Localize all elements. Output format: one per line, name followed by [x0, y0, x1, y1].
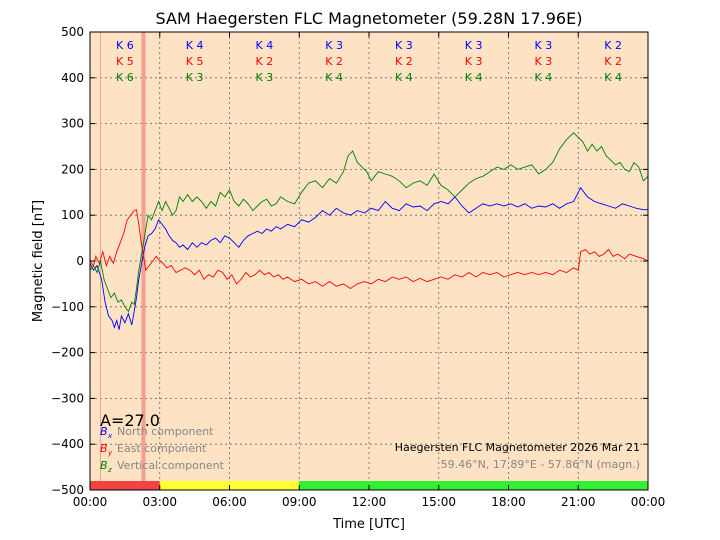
y-tick-label: 400: [61, 71, 84, 85]
k-index-z: K 6: [116, 71, 134, 84]
chart-title: SAM Haegersten FLC Magnetometer (59.28N …: [156, 9, 583, 28]
y-axis-ticks: −500 −400 −300 −200 −100 0 100 200 300 400 500: [51, 25, 648, 497]
series-group: [89, 132, 649, 330]
legend-subscript-y: y: [107, 449, 113, 457]
x-tick-label: 15:00: [421, 495, 456, 509]
y-tick-label: 100: [61, 208, 84, 222]
x-axis-ticks: 00:00 03:00 06:00 09:00 12:00 15:00 18:00 21:00…: [73, 32, 666, 509]
y-tick-label: 0: [76, 254, 84, 268]
activity-segment: [90, 481, 160, 490]
k-index-z: K 4: [604, 71, 622, 84]
x-tick-label: 09:00: [282, 495, 317, 509]
y-tick-label: 200: [61, 162, 84, 176]
station-info-line-2: 59.46°N, 17.89°E - 57.86°N (magn.): [441, 458, 640, 471]
x-tick-label: 03:00: [142, 495, 177, 509]
activity-segment: [299, 481, 648, 490]
k-index-z: K 4: [465, 71, 483, 84]
y-axis-label: Magnetic field [nT]: [31, 200, 46, 322]
plot-background: [90, 32, 648, 490]
x-tick-label: 21:00: [561, 495, 596, 509]
y-tick-label: −400: [51, 437, 84, 451]
y-tick-label: 300: [61, 117, 84, 131]
y-tick-label: −300: [51, 391, 84, 405]
grid: [90, 32, 648, 490]
k-index-y: K 5: [116, 55, 134, 68]
x-axis-label: Time [UTC]: [332, 517, 405, 532]
x-tick-label: 18:00: [491, 495, 526, 509]
k-index-x: K 3: [325, 39, 343, 52]
y-tick-label: 500: [61, 25, 84, 39]
k-index-x: K 6: [116, 39, 134, 52]
legend-label-y: East component: [117, 442, 207, 455]
series-line-by: [89, 209, 649, 290]
k-index-z: K 3: [186, 71, 204, 84]
k-index-x: K 2: [604, 39, 622, 52]
k-index-y: K 2: [395, 55, 413, 68]
series-line-bz: [89, 132, 649, 313]
legend-symbol-z: B: [100, 459, 108, 472]
legend-label-z: Vertical component: [117, 459, 225, 472]
y-tick-label: −500: [51, 483, 84, 497]
k-index-y: K 2: [256, 55, 274, 68]
legend-label-x: North component: [117, 425, 214, 438]
k-index-z: K 3: [256, 71, 274, 84]
k-index-x: K 3: [535, 39, 553, 52]
k-index-z: K 4: [535, 71, 553, 84]
k-index-y: K 2: [325, 55, 343, 68]
k-index-y: K 3: [465, 55, 483, 68]
legend-symbol-y: B: [100, 442, 108, 455]
k-index-x: K 4: [256, 39, 274, 52]
y-tick-label: −100: [51, 300, 84, 314]
x-tick-label: 06:00: [212, 495, 247, 509]
k-index-labels: K 6 K 5 K 6 K 4 K 5 K 3 K 4 K 2 K 3 K 3 K 2 K 4 K 3 K…: [116, 39, 622, 84]
a-index-label: A=27.0: [100, 411, 160, 430]
k-index-z: K 4: [395, 71, 413, 84]
k-index-x: K 3: [395, 39, 413, 52]
k-index-y: K 5: [186, 55, 204, 68]
k-index-z: K 4: [325, 71, 343, 84]
k-index-y: K 2: [604, 55, 622, 68]
k-index-x: K 3: [465, 39, 483, 52]
y-tick-label: −200: [51, 346, 84, 360]
legend-subscript-z: z: [107, 466, 112, 474]
k-index-x: K 4: [186, 39, 204, 52]
station-info-line-1: Haegersten FLC Magnetometer 2026 Mar 21: [395, 441, 640, 454]
k-index-y: K 3: [535, 55, 553, 68]
x-tick-label: 12:00: [352, 495, 387, 509]
x-tick-label: 00:00: [73, 495, 108, 509]
legend-subscript-x: x: [107, 432, 113, 440]
series-line-bx: [89, 186, 648, 330]
legend-symbol-x: B: [100, 425, 108, 438]
x-tick-label: 00:00: [631, 495, 666, 509]
